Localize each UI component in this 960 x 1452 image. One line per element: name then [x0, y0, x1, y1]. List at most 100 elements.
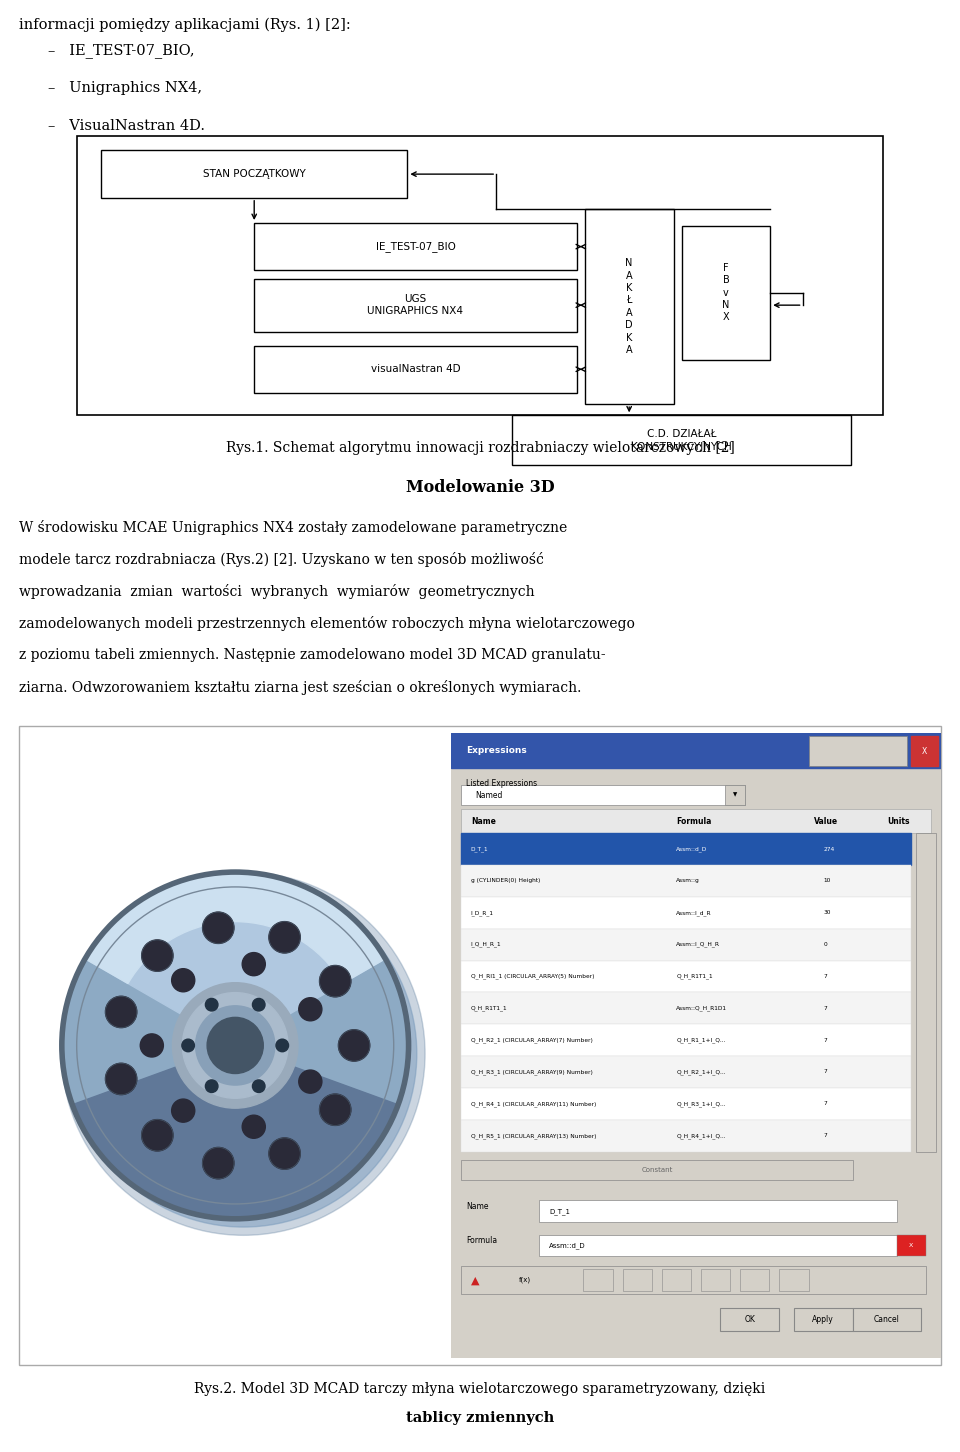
Bar — [916, 833, 936, 1151]
Bar — [682, 225, 770, 360]
Text: Expressions: Expressions — [466, 746, 527, 755]
Circle shape — [61, 873, 409, 1218]
Text: STAN POCZĄTKOWY: STAN POCZĄTKOWY — [203, 168, 305, 179]
Text: visualNastran 4D: visualNastran 4D — [371, 364, 460, 375]
Text: OK: OK — [744, 1316, 756, 1324]
Text: Units: Units — [887, 817, 909, 826]
Text: f(x): f(x) — [518, 1276, 531, 1284]
Text: 7: 7 — [824, 1070, 828, 1074]
Bar — [661, 1269, 691, 1291]
Text: Named: Named — [476, 790, 503, 800]
Circle shape — [181, 1040, 195, 1051]
Circle shape — [172, 1099, 195, 1122]
Text: Q_H_R3_1+I_Q...: Q_H_R3_1+I_Q... — [677, 1101, 726, 1106]
Circle shape — [205, 999, 218, 1011]
Text: wprowadzania  zmian  wartości  wybranych  wymiarów  geometrycznych: wprowadzania zmian wartości wybranych wy… — [19, 584, 535, 598]
Bar — [451, 733, 941, 768]
Bar — [585, 209, 674, 404]
Text: Formula: Formula — [466, 1236, 497, 1246]
Text: Assm::I_d_R: Assm::I_d_R — [677, 910, 712, 916]
Bar — [780, 1269, 808, 1291]
Bar — [254, 279, 577, 331]
Circle shape — [252, 1080, 265, 1092]
Text: N
A
K
Ł
A
D
K
A: N A K Ł A D K A — [625, 258, 633, 354]
Bar — [513, 415, 851, 466]
Circle shape — [299, 998, 322, 1021]
Circle shape — [172, 968, 195, 992]
Circle shape — [276, 1040, 289, 1051]
Bar — [461, 833, 911, 865]
Text: Formula: Formula — [677, 817, 711, 826]
Circle shape — [242, 1115, 265, 1138]
Circle shape — [207, 1018, 263, 1073]
Circle shape — [203, 912, 234, 944]
Circle shape — [242, 953, 265, 976]
Text: Rys.2. Model 3D MCAD tarczy młyna wielotarczowego sparametryzowany, dzięki: Rys.2. Model 3D MCAD tarczy młyna wielot… — [194, 1382, 766, 1397]
Text: 7: 7 — [824, 1006, 828, 1011]
Text: Assm::d_D: Assm::d_D — [549, 1243, 586, 1249]
Text: Assm::d_D: Assm::d_D — [677, 847, 708, 852]
Bar — [584, 1269, 612, 1291]
Bar — [911, 736, 938, 767]
Circle shape — [320, 966, 351, 998]
Text: –   VisualNastran 4D.: – VisualNastran 4D. — [48, 119, 205, 134]
Bar — [897, 1234, 926, 1256]
Text: Q_H_R1T1_1: Q_H_R1T1_1 — [470, 1005, 508, 1011]
Bar — [461, 992, 911, 1024]
Bar — [461, 961, 911, 992]
Text: 0: 0 — [824, 942, 828, 947]
Bar — [254, 224, 577, 270]
Text: Q_H_R4_1+I_Q...: Q_H_R4_1+I_Q... — [677, 1133, 726, 1138]
Bar — [540, 1201, 897, 1223]
Text: W środowisku MCAE Unigraphics NX4 zostały zamodelowane parametryczne: W środowisku MCAE Unigraphics NX4 został… — [19, 520, 567, 534]
Text: Apply: Apply — [812, 1316, 834, 1324]
Circle shape — [205, 1080, 218, 1092]
Bar — [852, 1308, 922, 1331]
Text: Assm::I_Q_H_R: Assm::I_Q_H_R — [677, 942, 720, 948]
Text: 7: 7 — [824, 1133, 828, 1138]
Text: ▼: ▼ — [733, 793, 737, 797]
Text: C.D. DZIAŁAŁ
KONSTRUKCYJNYCH: C.D. DZIAŁAŁ KONSTRUKCYJNYCH — [632, 430, 732, 452]
Bar — [808, 736, 906, 767]
Circle shape — [106, 1063, 137, 1095]
Bar — [461, 929, 911, 961]
Text: ziarna. Odwzorowaniem kształtu ziarna jest sześcian o określonych wymiarach.: ziarna. Odwzorowaniem kształtu ziarna je… — [19, 680, 582, 694]
Text: Modelowanie 3D: Modelowanie 3D — [406, 479, 554, 497]
Circle shape — [140, 1034, 163, 1057]
Text: Q_H_R5_1 (CIRCULAR_ARRAY(13) Number): Q_H_R5_1 (CIRCULAR_ARRAY(13) Number) — [470, 1133, 596, 1138]
Bar — [461, 897, 911, 929]
Text: Assm::g: Assm::g — [677, 878, 700, 883]
Text: z poziomu tabeli zmiennych. Następnie zamodelowano model 3D MCAD granulatu-: z poziomu tabeli zmiennych. Następnie za… — [19, 648, 606, 662]
Wedge shape — [85, 873, 385, 1045]
Bar — [254, 346, 577, 393]
Bar — [101, 151, 407, 197]
Circle shape — [182, 993, 288, 1098]
Bar — [461, 809, 931, 833]
Bar — [461, 1160, 852, 1180]
Text: Name: Name — [470, 817, 495, 826]
Bar — [701, 1269, 731, 1291]
Text: Name: Name — [466, 1202, 489, 1211]
Text: Assm::Q_H_R1D1: Assm::Q_H_R1D1 — [677, 1005, 728, 1011]
Bar — [461, 1119, 911, 1151]
Circle shape — [61, 873, 425, 1236]
Circle shape — [269, 1138, 300, 1169]
Text: zamodelowanych modeli przestrzennych elementów roboczych młyna wielotarczowego: zamodelowanych modeli przestrzennych ele… — [19, 616, 636, 630]
Text: 30: 30 — [824, 910, 830, 915]
Wedge shape — [85, 873, 385, 983]
Text: Q_H_R3_1 (CIRCULAR_ARRAY(9) Number): Q_H_R3_1 (CIRCULAR_ARRAY(9) Number) — [470, 1069, 592, 1074]
Circle shape — [252, 999, 265, 1011]
Bar — [77, 136, 883, 415]
Circle shape — [299, 1070, 322, 1093]
Text: X: X — [922, 746, 927, 756]
Text: I_Q_H_R_1: I_Q_H_R_1 — [470, 942, 501, 948]
Bar — [461, 1056, 911, 1088]
Text: Q_H_R1_1+I_Q...: Q_H_R1_1+I_Q... — [677, 1037, 726, 1043]
Text: Constant: Constant — [641, 1167, 673, 1173]
Text: modele tarcz rozdrabniacza (Rys.2) [2]. Uzyskano w ten sposób możliwość: modele tarcz rozdrabniacza (Rys.2) [2]. … — [19, 552, 544, 566]
Text: ▲: ▲ — [471, 1275, 480, 1285]
Text: Listed Expressions: Listed Expressions — [466, 778, 537, 787]
Text: X: X — [909, 1243, 914, 1249]
Circle shape — [269, 922, 300, 953]
Text: 7: 7 — [824, 1101, 828, 1106]
